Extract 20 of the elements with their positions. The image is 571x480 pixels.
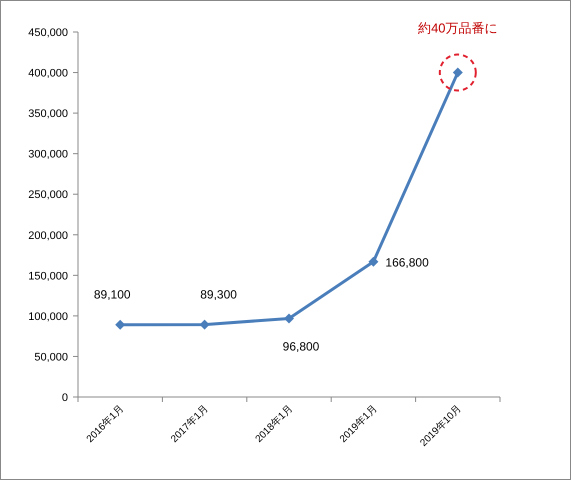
text: 89,100: [94, 288, 131, 302]
annotation: 約40万品番に: [418, 20, 498, 92]
text: 166,800: [385, 256, 429, 270]
text: 96,800: [282, 339, 320, 354]
point: [115, 320, 126, 330]
point: [284, 313, 294, 324]
y-tick-label: 100,000: [28, 310, 68, 323]
y-tick-label: 250,000: [28, 189, 68, 202]
y-tick-label: 150,000: [28, 270, 68, 282]
y-tick-label: 200,000: [28, 230, 68, 242]
text: 89,300: [200, 288, 237, 302]
point: [368, 256, 378, 267]
y-tick-label: 350,000: [28, 108, 68, 120]
point: [200, 320, 210, 330]
y-tick-label: 400,000: [28, 68, 68, 80]
y-tick-label: 50,000: [34, 351, 68, 364]
y-tick-label: 300,000: [28, 148, 68, 161]
y-tick-label: 0: [62, 392, 68, 404]
annotation: 約40万品番に: [418, 20, 498, 36]
y-tick-label: 450,000: [28, 27, 68, 39]
